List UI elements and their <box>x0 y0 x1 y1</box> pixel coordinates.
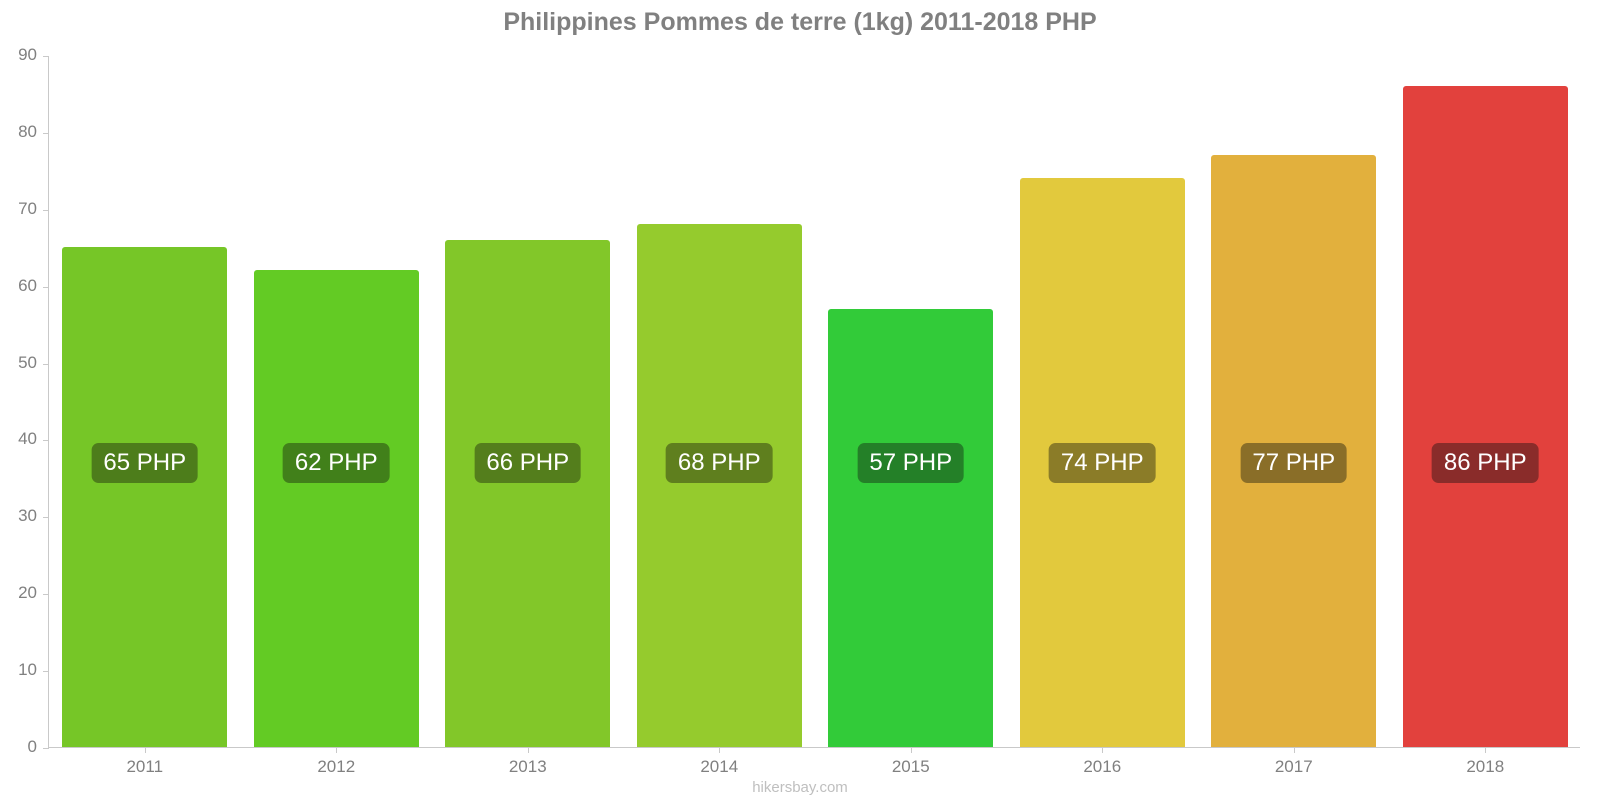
y-tick-label: 40 <box>18 429 49 449</box>
x-tick-label: 2011 <box>126 747 163 777</box>
value-badge: 68 PHP <box>666 443 773 483</box>
y-tick-label: 70 <box>18 199 49 219</box>
bar <box>637 224 802 747</box>
y-tick-label: 20 <box>18 583 49 603</box>
y-tick-label: 0 <box>28 737 49 757</box>
y-tick-label: 90 <box>18 45 49 65</box>
value-badge: 62 PHP <box>283 443 390 483</box>
chart-title: Philippines Pommes de terre (1kg) 2011-2… <box>0 8 1600 37</box>
value-badge: 86 PHP <box>1432 443 1539 483</box>
x-tick-label: 2015 <box>892 747 930 777</box>
y-tick-label: 60 <box>18 276 49 296</box>
value-badge: 65 PHP <box>91 443 198 483</box>
plot-area: 0102030405060708090201165 PHP201262 PHP2… <box>48 56 1580 748</box>
y-tick-label: 10 <box>18 660 49 680</box>
value-badge: 74 PHP <box>1049 443 1156 483</box>
bar-chart: Philippines Pommes de terre (1kg) 2011-2… <box>0 0 1600 800</box>
bar <box>1403 86 1568 747</box>
y-tick-label: 80 <box>18 122 49 142</box>
x-tick-label: 2018 <box>1466 747 1504 777</box>
y-tick-label: 50 <box>18 353 49 373</box>
value-badge: 66 PHP <box>474 443 581 483</box>
x-tick-label: 2016 <box>1083 747 1121 777</box>
bar <box>828 309 993 747</box>
x-tick-label: 2014 <box>700 747 738 777</box>
value-badge: 77 PHP <box>1240 443 1347 483</box>
bar <box>254 270 419 747</box>
y-tick-label: 30 <box>18 506 49 526</box>
value-badge: 57 PHP <box>857 443 964 483</box>
bar <box>445 240 610 747</box>
x-tick-label: 2017 <box>1275 747 1313 777</box>
x-tick-label: 2013 <box>509 747 547 777</box>
x-tick-label: 2012 <box>317 747 355 777</box>
attribution-text: hikersbay.com <box>0 779 1600 796</box>
bar <box>62 247 227 747</box>
